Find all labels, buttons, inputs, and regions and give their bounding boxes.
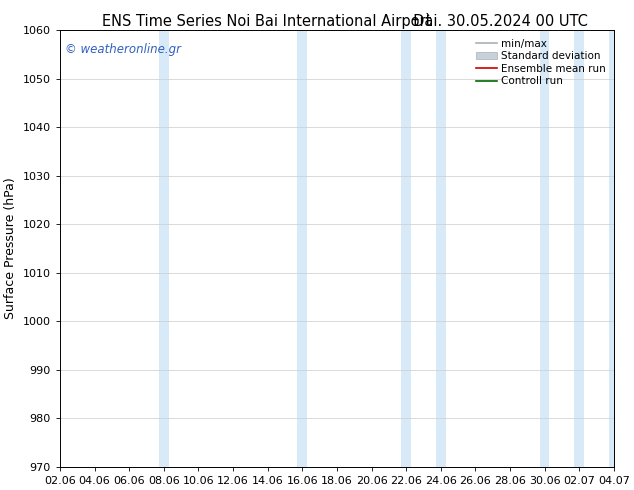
Text: ENS Time Series Noi Bai International Airport: ENS Time Series Noi Bai International Ai… — [101, 14, 431, 29]
Bar — [574, 30, 584, 467]
Bar — [609, 30, 614, 467]
Text: © weatheronline.gr: © weatheronline.gr — [65, 43, 181, 56]
Bar — [540, 30, 550, 467]
Text: Đài. 30.05.2024 00 UTC: Đài. 30.05.2024 00 UTC — [413, 14, 588, 29]
Y-axis label: Surface Pressure (hPa): Surface Pressure (hPa) — [4, 178, 17, 319]
Bar — [159, 30, 169, 467]
Bar — [436, 30, 446, 467]
Bar — [297, 30, 307, 467]
Bar — [401, 30, 411, 467]
Legend: min/max, Standard deviation, Ensemble mean run, Controll run: min/max, Standard deviation, Ensemble me… — [473, 35, 609, 90]
